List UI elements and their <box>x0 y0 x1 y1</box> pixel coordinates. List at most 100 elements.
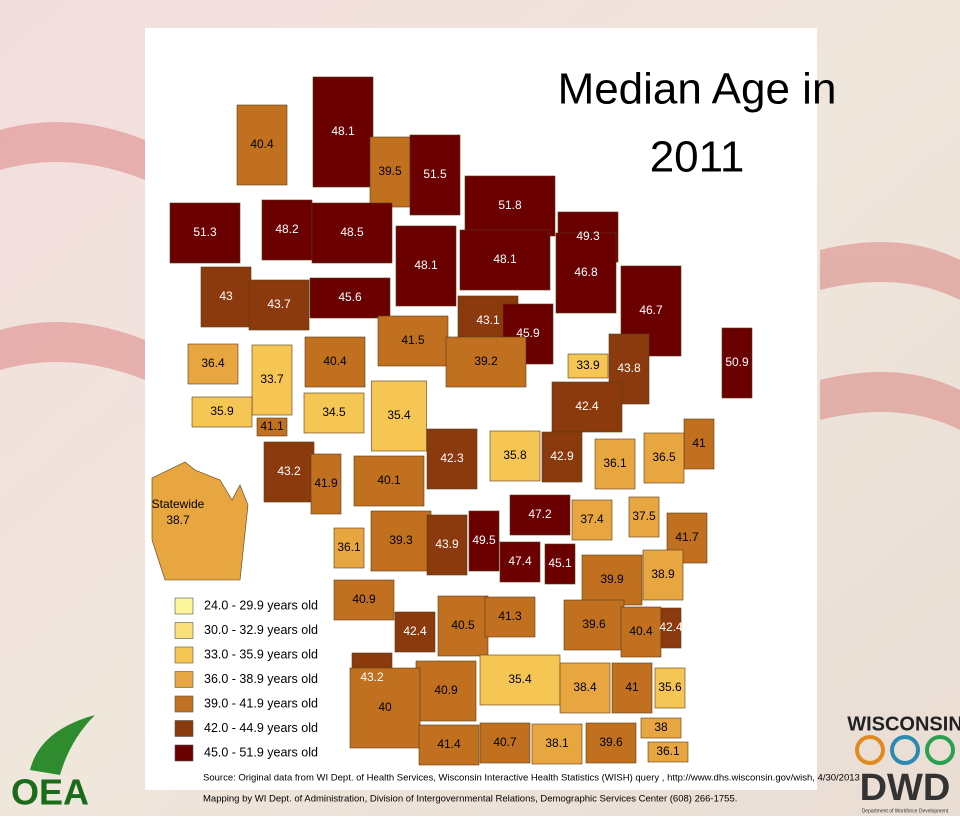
county-value: 40.4 <box>250 137 274 151</box>
county <box>370 510 432 572</box>
legend-swatch <box>174 695 194 713</box>
county <box>310 453 342 515</box>
county <box>611 662 653 714</box>
legend-label: 33.0 - 35.9 years old <box>204 647 318 661</box>
county <box>261 199 313 261</box>
dwd-icon <box>925 735 955 765</box>
county-value: 41 <box>625 680 639 694</box>
county <box>594 438 636 490</box>
county <box>585 722 637 764</box>
county-value: 42.3 <box>440 451 464 465</box>
county <box>468 510 500 572</box>
county-value: 36.4 <box>201 356 225 370</box>
legend-swatch <box>174 597 194 615</box>
county <box>409 134 461 216</box>
county <box>620 606 662 658</box>
legend-swatch <box>174 671 194 688</box>
county <box>191 396 253 428</box>
oea-logo: OEA <box>11 772 89 813</box>
county-value: 40 <box>378 700 392 714</box>
statewide-shape <box>151 461 249 581</box>
county-value: 38.9 <box>651 567 675 581</box>
county <box>642 549 684 601</box>
county-value: 41.3 <box>498 609 522 623</box>
legend-label: 36.0 - 38.9 years old <box>204 672 318 686</box>
county-value: 48.1 <box>414 258 438 272</box>
dwd-icon <box>855 735 885 765</box>
legend-label: 45.0 - 51.9 years old <box>204 745 318 759</box>
county <box>303 392 365 434</box>
county-value: 39.9 <box>600 572 624 586</box>
county-value: 37.4 <box>580 512 604 526</box>
county <box>263 441 315 503</box>
source-line: Source: Original data from WI Dept. of H… <box>203 773 860 784</box>
county <box>640 717 682 739</box>
county-value: 48.1 <box>493 252 517 266</box>
legend-label: 42.0 - 44.9 years old <box>204 721 318 735</box>
county-value: 49.3 <box>576 229 600 243</box>
legend-swatch <box>174 744 194 762</box>
legend-swatch <box>174 720 194 737</box>
county <box>309 277 391 319</box>
dwd-subtitle: Department of Workforce Development <box>862 808 949 814</box>
county-map: 40.4 48.1 39.5 51.5 51.8 49.3 51.3 48.2 48.5 48.1… <box>151 76 753 766</box>
statewide-label: Statewide <box>152 497 205 511</box>
county <box>464 175 556 237</box>
county-value: 45.6 <box>338 290 362 304</box>
county-value: 41.7 <box>675 530 699 544</box>
county-value: 48.5 <box>340 225 364 239</box>
county-value: 48.1 <box>331 124 355 138</box>
county-value: 40.5 <box>451 618 475 632</box>
county-value: 46.7 <box>639 303 663 317</box>
county-value: 39.2 <box>474 354 498 368</box>
county <box>647 741 689 763</box>
county-value: 40.1 <box>377 473 401 487</box>
dwd-icon <box>890 735 920 765</box>
county-value: 49.5 <box>472 533 496 547</box>
county-value: 48.2 <box>275 222 299 236</box>
county-value: 43.1 <box>476 313 500 327</box>
county <box>353 455 425 507</box>
county <box>551 381 623 433</box>
county-value: 33.9 <box>576 358 600 372</box>
county <box>369 136 411 208</box>
county-value: 46.8 <box>574 265 598 279</box>
county-value: 42.4 <box>659 620 683 634</box>
county <box>311 202 393 264</box>
county <box>169 202 241 264</box>
county <box>721 327 753 399</box>
flag-stripes <box>0 122 960 430</box>
county <box>333 579 395 621</box>
title-line: Median Age in <box>558 65 837 114</box>
county <box>559 662 611 714</box>
county-value: 51.5 <box>423 167 447 181</box>
county <box>541 431 583 483</box>
county-value: 36.1 <box>656 744 680 758</box>
county <box>683 418 715 470</box>
county <box>251 344 293 416</box>
county-value: 36.5 <box>652 450 676 464</box>
county-value: 35.4 <box>387 408 411 422</box>
county-value: 45.9 <box>516 326 540 340</box>
county <box>371 380 427 452</box>
county-value: 43.7 <box>267 297 291 311</box>
county-value: 41 <box>692 436 706 450</box>
dwd-top: WISCONSIN <box>847 713 960 735</box>
county-value: 41.4 <box>437 737 461 751</box>
county <box>531 723 583 765</box>
county <box>479 654 561 706</box>
county <box>426 428 478 490</box>
county <box>654 667 686 709</box>
county-value: 42.4 <box>403 624 427 638</box>
county <box>377 315 449 367</box>
county-value: 43.2 <box>360 670 384 684</box>
dwd-logo: DWD <box>860 767 951 809</box>
county-value: 35.9 <box>210 404 234 418</box>
county-value: 50.9 <box>725 355 749 369</box>
county-value: 38.4 <box>573 680 597 694</box>
county-value: 51.8 <box>498 198 522 212</box>
source-line: Mapping by WI Dept. of Administration, D… <box>203 794 737 805</box>
legend-swatch <box>174 646 194 664</box>
county <box>426 514 468 576</box>
county <box>187 343 239 385</box>
